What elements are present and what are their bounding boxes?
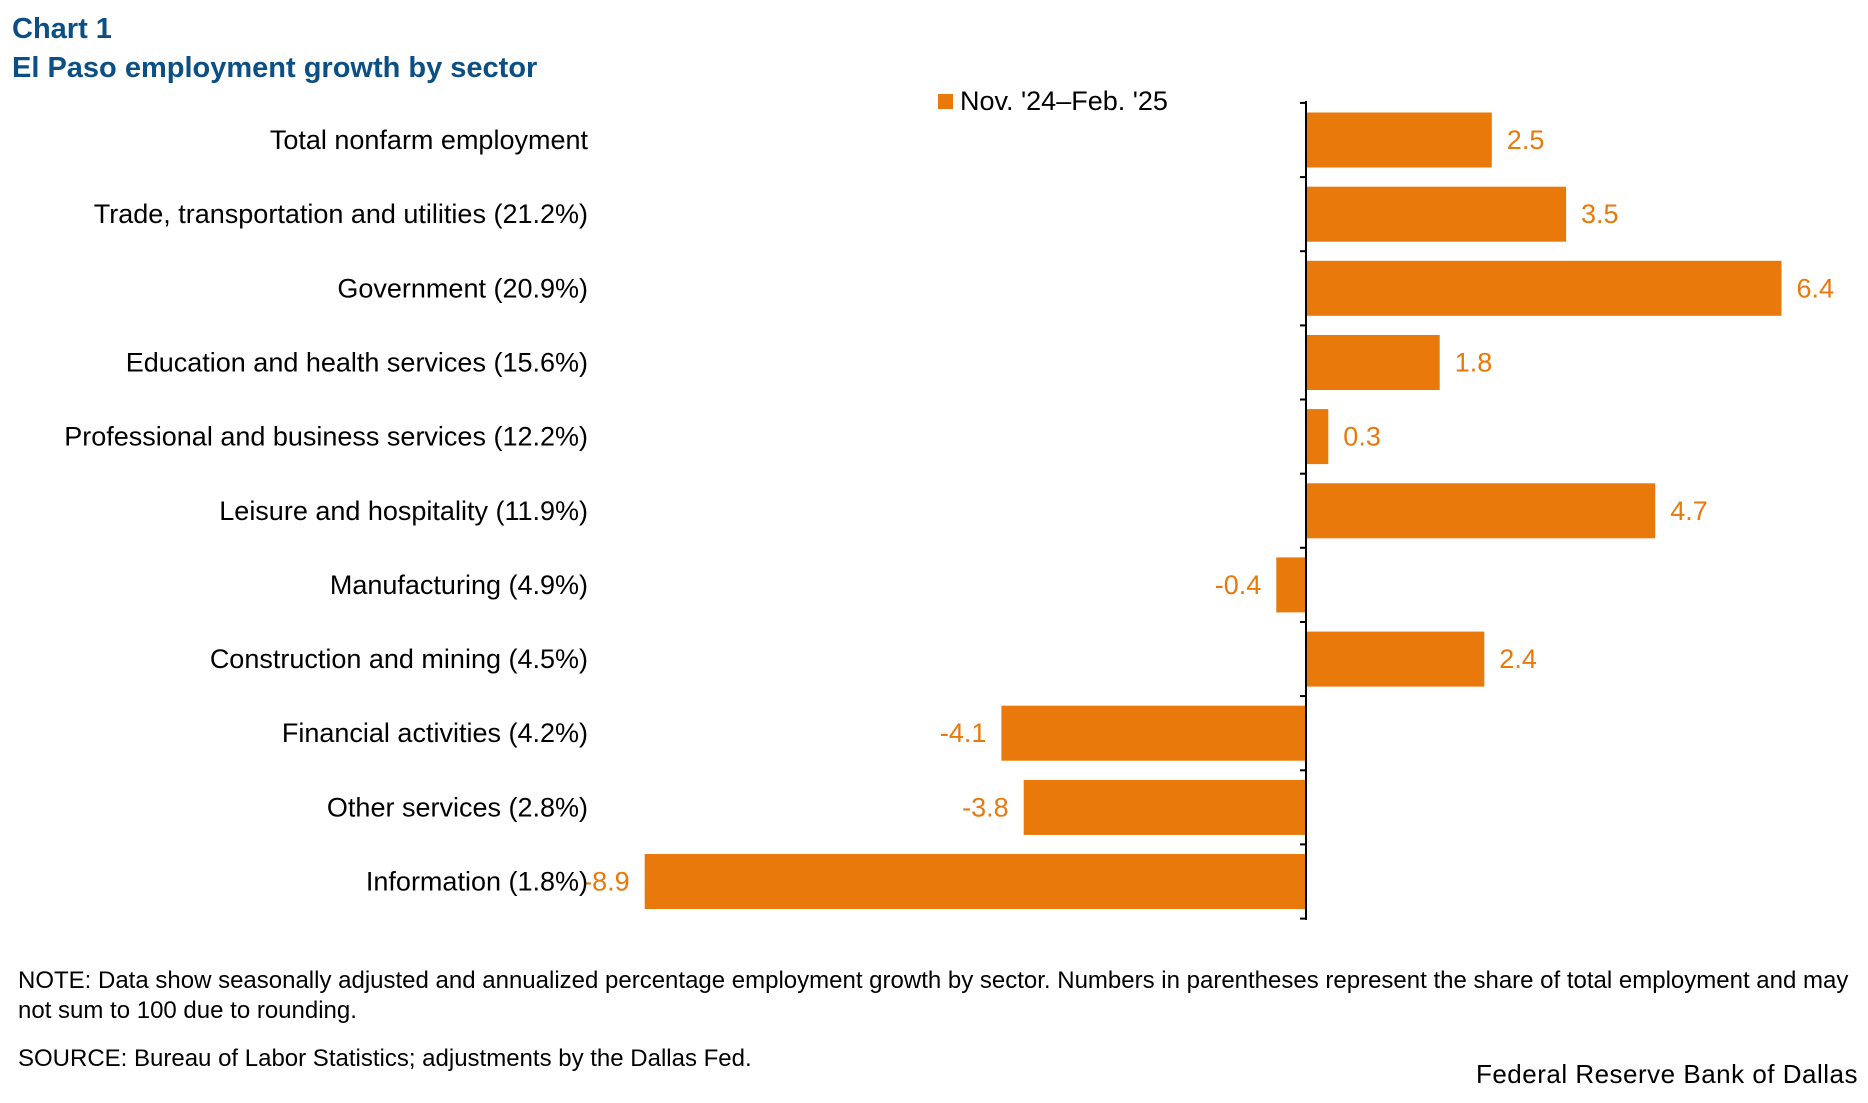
data-label: -0.4 xyxy=(1215,570,1262,600)
footer-note: NOTE: Data show seasonally adjusted and … xyxy=(18,967,1849,1024)
data-label: -4.1 xyxy=(940,718,987,748)
bar xyxy=(1306,260,1782,316)
category-label: Total nonfarm employment xyxy=(270,125,589,155)
bar-chart: Nov. '24–Feb. '25 2.5 3.5 6.4 1.8 0.3 4.7 -0.4… xyxy=(64,86,1834,920)
value-labels-group: 2.5 3.5 6.4 1.8 0.3 4.7 -0.4 2.4 -4.1 -3.8 -8.9 xyxy=(583,125,1834,897)
category-label: Manufacturing (4.9%) xyxy=(330,570,588,600)
category-label: Leisure and hospitality (11.9%) xyxy=(219,496,588,526)
category-label: Financial activities (4.2%) xyxy=(282,718,588,748)
bar xyxy=(644,854,1306,909)
axis-group xyxy=(1300,101,1307,920)
bar xyxy=(1023,779,1306,835)
footer-source: SOURCE: Bureau of Labor Statistics; adju… xyxy=(18,1045,752,1072)
category-label: Information (1.8%) xyxy=(366,867,588,897)
data-label: 4.7 xyxy=(1670,496,1708,526)
category-label: Construction and mining (4.5%) xyxy=(210,644,588,674)
data-label: 2.5 xyxy=(1507,125,1545,155)
chart-number: Chart 1 xyxy=(12,13,112,45)
category-labels-group: Total nonfarm employment Trade, transport… xyxy=(64,125,588,897)
bar xyxy=(1306,335,1440,390)
category-label: Trade, transportation and utilities (21.… xyxy=(94,199,588,229)
footer-credit: Federal Reserve Bank of Dallas xyxy=(1475,1059,1858,1089)
bars-group xyxy=(644,112,1782,909)
bar xyxy=(1306,631,1485,687)
legend-swatch xyxy=(938,94,953,109)
category-label: Professional and business services (12.2… xyxy=(64,422,588,452)
bar xyxy=(1306,112,1492,168)
data-label: 2.4 xyxy=(1499,644,1537,674)
legend: Nov. '24–Feb. '25 xyxy=(938,86,1168,116)
data-label: -8.9 xyxy=(583,867,630,897)
category-label: Education and health services (15.6%) xyxy=(126,348,588,378)
bar xyxy=(1306,186,1567,242)
category-label: Government (20.9%) xyxy=(337,273,588,303)
bar xyxy=(1276,557,1306,613)
bar xyxy=(1306,409,1329,465)
data-label: 1.8 xyxy=(1455,348,1493,378)
category-label: Other services (2.8%) xyxy=(327,792,588,822)
legend-label: Nov. '24–Feb. '25 xyxy=(960,86,1168,116)
chart-heading: Chart 1 El Paso employment growth by sec… xyxy=(12,10,537,88)
data-label: 0.3 xyxy=(1343,422,1381,452)
data-label: 3.5 xyxy=(1581,199,1619,229)
chart-title: El Paso employment growth by sector xyxy=(12,52,538,84)
bar xyxy=(1306,483,1656,539)
data-label: -3.8 xyxy=(962,792,1009,822)
data-label: 6.4 xyxy=(1797,273,1835,303)
bar xyxy=(1001,705,1306,761)
